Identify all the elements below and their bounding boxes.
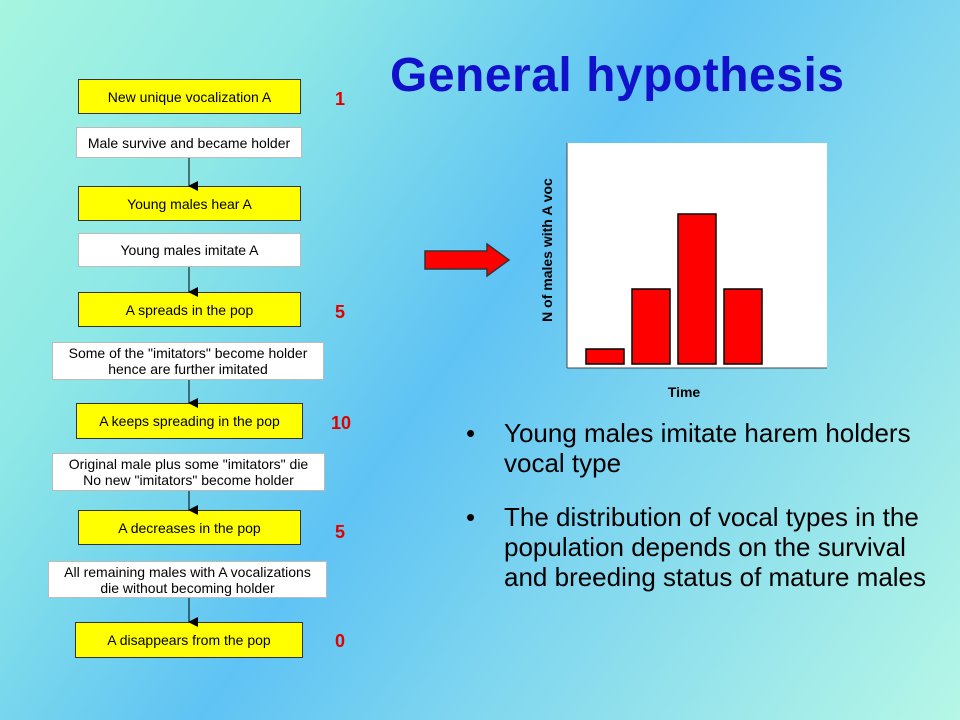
count-label: 5 [335,522,346,542]
bar [723,288,763,365]
transition-box-male-dies: Original male plus some "imitators" die … [52,453,325,491]
bullet-text: Young males imitate harem holders vocal … [504,418,911,478]
state-label: A disappears from the pop [107,632,271,648]
bullet-list: • Young males imitate harem holders voca… [466,418,936,616]
bar-chart: Time N of males with A voc [539,143,827,400]
transition-line: All remaining males with A vocalizations [64,563,311,580]
transition-box-remaining-die: All remaining males with A vocalizations… [48,561,327,598]
count-label: 0 [335,631,346,651]
state-label: A decreases in the pop [118,519,261,536]
transition-box-imitators-holder: Some of the "imitators" become holder he… [52,342,324,380]
state-label: Young males hear A [127,195,252,212]
transition-line: Some of the "imitators" become holder [68,345,308,361]
state-label: New unique vocalization A [107,88,272,105]
bullet-dot-icon: • [466,418,476,448]
transition-line: Young males imitate A [120,242,259,258]
count-label: 10 [331,413,352,433]
transition-line: No new "imitators" become holder [83,472,294,488]
transition-line: hence are further imitated [108,361,268,377]
y-axis-label: N of males with A voc [539,178,555,322]
transition-line: Original male plus some "imitators" die [68,456,309,472]
bar [677,213,717,365]
state-box-disappears: A disappears from the pop [75,622,303,658]
chart-bars [585,213,763,365]
count-label: 5 [335,302,346,322]
bar [631,288,671,365]
state-box-keeps-spreading: A keeps spreading in the pop [76,403,303,439]
state-label: A keeps spreading in the pop [99,413,280,429]
bullet-dot-icon: • [466,502,476,532]
bullet-text: The distribution of vocal types in the p… [504,502,927,592]
transition-line: Male survive and became holder [87,134,291,151]
bar [585,348,625,365]
bullet-item: • Young males imitate harem holders voca… [466,418,936,478]
state-label: A spreads in the pop [125,301,254,318]
x-axis-label: Time [668,384,701,400]
bullet-item: • The distribution of vocal types in the… [466,502,936,592]
transition-line: die without becoming holder [100,579,275,596]
red-arrow-icon [424,242,511,278]
state-box-new-vocalization: New unique vocalization A [78,79,301,114]
count-label: 1 [335,89,346,109]
state-box-decreases: A decreases in the pop [78,510,301,545]
slide-title: General hypothesis [390,49,845,102]
transition-box-young-imitate: Young males imitate A [78,233,301,267]
transition-box-male-survive: Male survive and became holder [76,127,302,158]
state-box-young-males-hear: Young males hear A [78,186,301,221]
